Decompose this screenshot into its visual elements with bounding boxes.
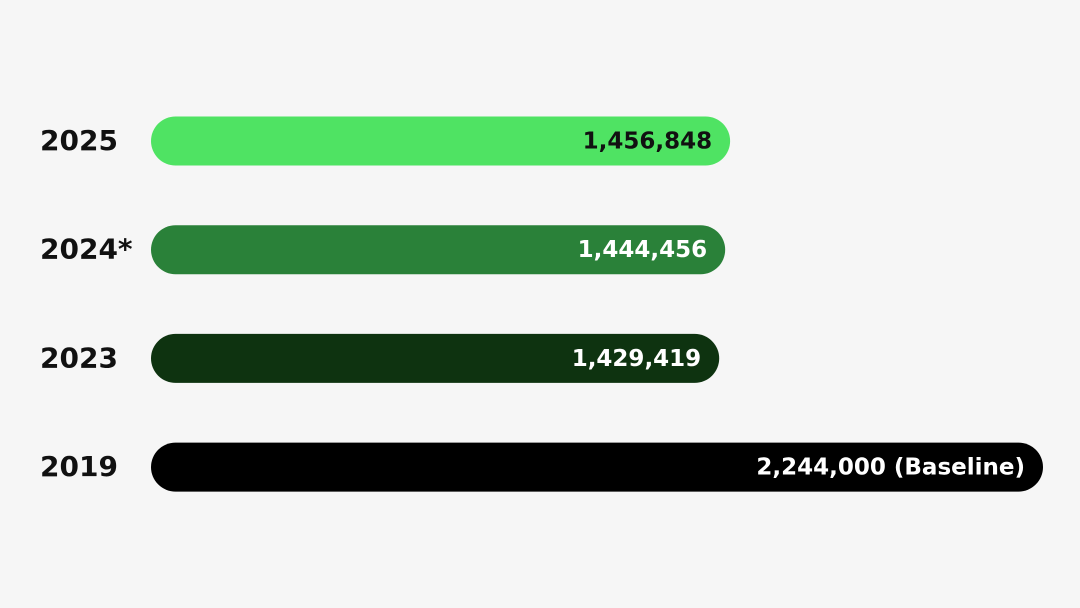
category-label: 2019	[40, 450, 118, 483]
value-label: 2,244,000 (Baseline)	[756, 455, 1025, 481]
value-label: 1,429,419	[572, 346, 702, 372]
bar	[151, 442, 1043, 492]
category-label: 2025	[40, 124, 118, 157]
value-label: 1,456,848	[583, 129, 713, 155]
bar	[151, 116, 731, 166]
value-label: 1,444,456	[578, 237, 708, 263]
bar	[151, 333, 720, 383]
category-label: 2024*	[40, 233, 133, 266]
bar	[151, 225, 726, 275]
category-label: 2023	[40, 341, 118, 374]
